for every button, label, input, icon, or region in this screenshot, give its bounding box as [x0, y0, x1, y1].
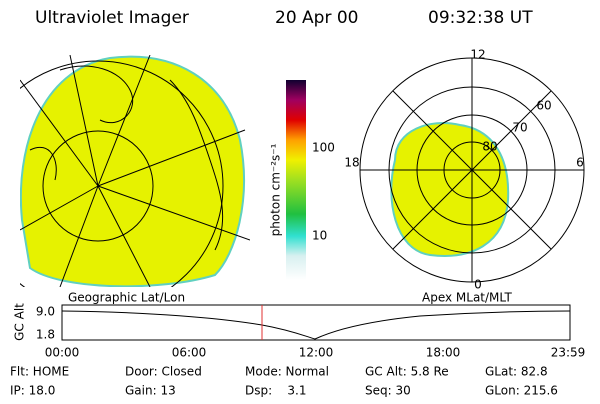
polar-label: 6 — [576, 156, 584, 170]
status-field: Gain: 13 — [125, 384, 176, 398]
status-field: IP: 18.0 — [10, 384, 55, 398]
x-tick-label: 12:00 — [299, 346, 334, 360]
polar-label: 0 — [474, 278, 482, 292]
caption: Apex MLat/MLT — [422, 291, 512, 305]
caption: Geographic Lat/Lon — [68, 291, 185, 305]
polar-label: 60 — [536, 99, 551, 113]
title: Ultraviolet Imager — [35, 8, 189, 28]
x-tick-label: 18:00 — [426, 346, 461, 360]
status-panel: Flt: HOME Door: Closed Mode: Normal GC Alt:… — [10, 365, 558, 398]
date: 20 Apr 00 — [275, 8, 358, 28]
x-tick-label: 06:00 — [172, 346, 207, 360]
polar-label: 80 — [482, 140, 497, 154]
polar-plot — [359, 57, 585, 283]
y-axis-label: GC Alt — [13, 303, 27, 341]
status-field: Door: Closed — [125, 365, 202, 379]
x-tick-label: 23:59 — [551, 346, 586, 360]
status-field: Mode: Normal — [245, 365, 329, 379]
colorbar — [286, 80, 306, 280]
x-tick-label: 00:00 — [45, 346, 80, 360]
polar-label: 70 — [512, 121, 527, 135]
time: 09:32:38 UT — [428, 8, 533, 28]
colorbar-tick: 100 — [312, 141, 335, 155]
geographic-map — [20, 55, 250, 287]
status-field: GC Alt: 5.8 Re — [365, 365, 449, 379]
altitude-plot — [61, 304, 571, 341]
colorbar-tick: 10 — [312, 229, 327, 243]
status-field: GLon: 215.6 — [485, 384, 558, 398]
status-field: Seq: 30 — [365, 384, 411, 398]
polar-label: 18 — [344, 156, 359, 170]
y-tick-label: 9.0 — [36, 305, 55, 319]
y-tick-label: 1.8 — [36, 328, 55, 342]
polar-label: 12 — [470, 48, 485, 62]
colorbar-label: photon cm⁻²s⁻¹ — [269, 143, 283, 236]
status-field: Flt: HOME — [10, 365, 69, 379]
status-field: Dsp: 3.1 — [245, 384, 307, 398]
status-field: GLat: 82.8 — [485, 365, 548, 379]
